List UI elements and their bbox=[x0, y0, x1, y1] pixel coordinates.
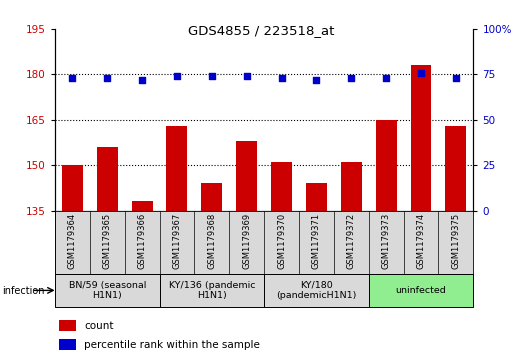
Bar bbox=[59, 339, 76, 350]
Text: uninfected: uninfected bbox=[395, 286, 447, 295]
Bar bbox=[166, 126, 187, 211]
Bar bbox=[59, 320, 76, 331]
Point bbox=[347, 75, 356, 81]
Text: GSM1179366: GSM1179366 bbox=[138, 212, 146, 269]
Bar bbox=[264, 274, 369, 307]
Text: percentile rank within the sample: percentile rank within the sample bbox=[84, 340, 260, 350]
Text: GSM1179365: GSM1179365 bbox=[103, 212, 112, 269]
Text: GSM1179372: GSM1179372 bbox=[347, 212, 356, 269]
Text: GSM1179364: GSM1179364 bbox=[68, 212, 77, 269]
Point bbox=[277, 75, 286, 81]
Point bbox=[208, 73, 216, 79]
Bar bbox=[97, 147, 118, 211]
Bar bbox=[369, 274, 473, 307]
Bar bbox=[411, 65, 431, 211]
Bar bbox=[306, 183, 327, 211]
Point bbox=[138, 77, 146, 83]
Point bbox=[173, 73, 181, 79]
Point bbox=[68, 75, 76, 81]
Point bbox=[243, 73, 251, 79]
Bar bbox=[62, 165, 83, 211]
Point bbox=[312, 77, 321, 83]
Text: GSM1179367: GSM1179367 bbox=[173, 212, 181, 269]
Bar bbox=[201, 183, 222, 211]
Bar bbox=[236, 141, 257, 211]
Text: GSM1179373: GSM1179373 bbox=[382, 212, 391, 269]
Text: BN/59 (seasonal
H1N1): BN/59 (seasonal H1N1) bbox=[69, 281, 146, 300]
Bar bbox=[376, 120, 396, 211]
Point bbox=[417, 70, 425, 76]
Text: GSM1179370: GSM1179370 bbox=[277, 212, 286, 269]
Bar bbox=[341, 162, 362, 211]
Text: infection: infection bbox=[3, 286, 45, 297]
Text: GSM1179374: GSM1179374 bbox=[416, 212, 426, 269]
Text: KY/136 (pandemic
H1N1): KY/136 (pandemic H1N1) bbox=[168, 281, 255, 300]
Point bbox=[103, 75, 111, 81]
Text: count: count bbox=[84, 321, 113, 331]
Text: GSM1179369: GSM1179369 bbox=[242, 212, 251, 269]
Bar bbox=[132, 201, 153, 211]
Text: GDS4855 / 223518_at: GDS4855 / 223518_at bbox=[188, 24, 335, 37]
Text: GSM1179368: GSM1179368 bbox=[207, 212, 217, 269]
Text: GSM1179371: GSM1179371 bbox=[312, 212, 321, 269]
Text: GSM1179375: GSM1179375 bbox=[451, 212, 460, 269]
Point bbox=[452, 75, 460, 81]
Bar bbox=[55, 274, 160, 307]
Point bbox=[382, 75, 390, 81]
Bar bbox=[160, 274, 264, 307]
Bar bbox=[446, 126, 467, 211]
Text: KY/180
(pandemicH1N1): KY/180 (pandemicH1N1) bbox=[276, 281, 357, 300]
Bar bbox=[271, 162, 292, 211]
